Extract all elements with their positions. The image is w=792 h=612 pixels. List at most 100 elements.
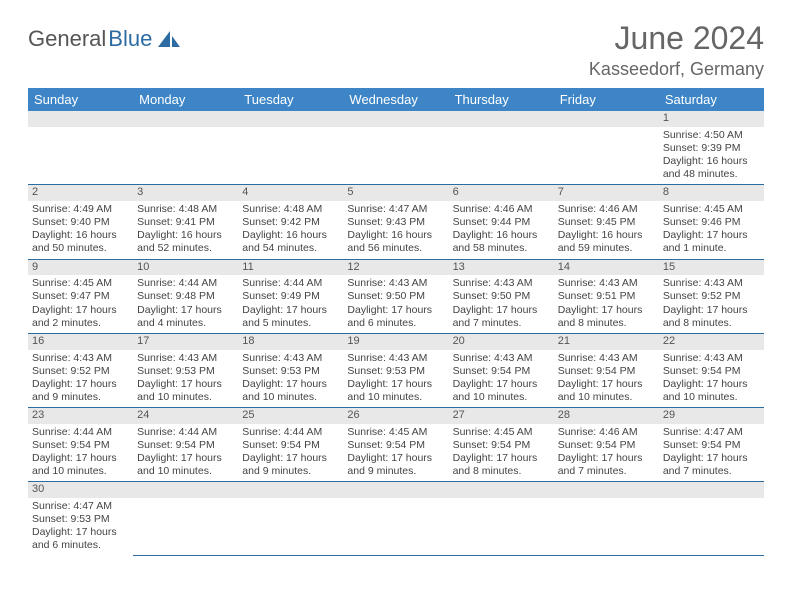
day-number: 23 — [28, 408, 133, 424]
day-body: Sunrise: 4:43 AMSunset: 9:54 PMDaylight:… — [449, 350, 554, 408]
daylight-text: Daylight: 17 hours and 7 minutes. — [558, 452, 655, 478]
sunset-text: Sunset: 9:44 PM — [453, 216, 550, 229]
title-block: June 2024 Kasseedorf, Germany — [589, 20, 764, 80]
daylight-text: Daylight: 17 hours and 10 minutes. — [453, 378, 550, 404]
day-body: Sunrise: 4:44 AMSunset: 9:54 PMDaylight:… — [28, 424, 133, 482]
sunset-text: Sunset: 9:52 PM — [663, 290, 760, 303]
calendar-table: SundayMondayTuesdayWednesdayThursdayFrid… — [28, 88, 764, 556]
sunrise-text: Sunrise: 4:43 AM — [242, 352, 339, 365]
calendar-cell: 10Sunrise: 4:44 AMSunset: 9:48 PMDayligh… — [133, 259, 238, 333]
day-body: Sunrise: 4:44 AMSunset: 9:49 PMDaylight:… — [238, 275, 343, 333]
daylight-text: Daylight: 17 hours and 7 minutes. — [663, 452, 760, 478]
daylight-text: Daylight: 17 hours and 9 minutes. — [242, 452, 339, 478]
day-body: Sunrise: 4:50 AMSunset: 9:39 PMDaylight:… — [659, 127, 764, 185]
day-number: 5 — [343, 185, 448, 201]
daylight-text: Daylight: 16 hours and 58 minutes. — [453, 229, 550, 255]
calendar-cell: 27Sunrise: 4:45 AMSunset: 9:54 PMDayligh… — [449, 408, 554, 482]
day-body: Sunrise: 4:45 AMSunset: 9:54 PMDaylight:… — [449, 424, 554, 482]
day-number: 9 — [28, 260, 133, 276]
calendar-cell: 9Sunrise: 4:45 AMSunset: 9:47 PMDaylight… — [28, 259, 133, 333]
sunset-text: Sunset: 9:40 PM — [32, 216, 129, 229]
sunset-text: Sunset: 9:46 PM — [663, 216, 760, 229]
day-body: Sunrise: 4:48 AMSunset: 9:42 PMDaylight:… — [238, 201, 343, 259]
calendar-cell: 26Sunrise: 4:45 AMSunset: 9:54 PMDayligh… — [343, 408, 448, 482]
day-body: Sunrise: 4:46 AMSunset: 9:44 PMDaylight:… — [449, 201, 554, 259]
day-body: Sunrise: 4:43 AMSunset: 9:54 PMDaylight:… — [659, 350, 764, 408]
day-number-empty — [449, 482, 554, 498]
sunrise-text: Sunrise: 4:48 AM — [137, 203, 234, 216]
location: Kasseedorf, Germany — [589, 59, 764, 80]
sunrise-text: Sunrise: 4:46 AM — [558, 203, 655, 216]
brand-part1: General — [28, 26, 106, 52]
day-number-empty — [133, 111, 238, 127]
month-title: June 2024 — [589, 20, 764, 57]
day-number: 28 — [554, 408, 659, 424]
sail-icon — [156, 29, 182, 49]
calendar-cell: 11Sunrise: 4:44 AMSunset: 9:49 PMDayligh… — [238, 259, 343, 333]
calendar-cell: 2Sunrise: 4:49 AMSunset: 9:40 PMDaylight… — [28, 185, 133, 259]
daylight-text: Daylight: 16 hours and 52 minutes. — [137, 229, 234, 255]
sunrise-text: Sunrise: 4:44 AM — [137, 426, 234, 439]
calendar-cell: 14Sunrise: 4:43 AMSunset: 9:51 PMDayligh… — [554, 259, 659, 333]
weekday-header: Monday — [133, 88, 238, 111]
day-body: Sunrise: 4:48 AMSunset: 9:41 PMDaylight:… — [133, 201, 238, 259]
sunset-text: Sunset: 9:54 PM — [242, 439, 339, 452]
day-number-empty — [28, 111, 133, 127]
day-body: Sunrise: 4:43 AMSunset: 9:52 PMDaylight:… — [28, 350, 133, 408]
day-number: 14 — [554, 260, 659, 276]
daylight-text: Daylight: 17 hours and 10 minutes. — [242, 378, 339, 404]
day-number: 1 — [659, 111, 764, 127]
calendar-cell: 22Sunrise: 4:43 AMSunset: 9:54 PMDayligh… — [659, 333, 764, 407]
daylight-text: Daylight: 17 hours and 7 minutes. — [453, 304, 550, 330]
calendar-cell: 16Sunrise: 4:43 AMSunset: 9:52 PMDayligh… — [28, 333, 133, 407]
daylight-text: Daylight: 16 hours and 48 minutes. — [663, 155, 760, 181]
sunrise-text: Sunrise: 4:50 AM — [663, 129, 760, 142]
sunrise-text: Sunrise: 4:46 AM — [453, 203, 550, 216]
sunset-text: Sunset: 9:54 PM — [558, 439, 655, 452]
calendar-cell: 23Sunrise: 4:44 AMSunset: 9:54 PMDayligh… — [28, 408, 133, 482]
weekday-header: Friday — [554, 88, 659, 111]
day-body: Sunrise: 4:43 AMSunset: 9:53 PMDaylight:… — [343, 350, 448, 408]
weekday-header: Sunday — [28, 88, 133, 111]
calendar-cell: 12Sunrise: 4:43 AMSunset: 9:50 PMDayligh… — [343, 259, 448, 333]
calendar-cell: 29Sunrise: 4:47 AMSunset: 9:54 PMDayligh… — [659, 408, 764, 482]
sunset-text: Sunset: 9:48 PM — [137, 290, 234, 303]
sunset-text: Sunset: 9:50 PM — [453, 290, 550, 303]
sunset-text: Sunset: 9:54 PM — [558, 365, 655, 378]
day-body: Sunrise: 4:43 AMSunset: 9:53 PMDaylight:… — [238, 350, 343, 408]
calendar-cell: 30Sunrise: 4:47 AMSunset: 9:53 PMDayligh… — [28, 482, 133, 556]
calendar-body: 1Sunrise: 4:50 AMSunset: 9:39 PMDaylight… — [28, 111, 764, 556]
day-body: Sunrise: 4:44 AMSunset: 9:54 PMDaylight:… — [238, 424, 343, 482]
day-number: 6 — [449, 185, 554, 201]
day-number-empty — [343, 111, 448, 127]
day-body: Sunrise: 4:45 AMSunset: 9:47 PMDaylight:… — [28, 275, 133, 333]
day-number: 4 — [238, 185, 343, 201]
calendar-cell — [449, 111, 554, 185]
day-number-empty — [449, 111, 554, 127]
daylight-text: Daylight: 17 hours and 9 minutes. — [347, 452, 444, 478]
calendar-cell: 13Sunrise: 4:43 AMSunset: 9:50 PMDayligh… — [449, 259, 554, 333]
day-number: 17 — [133, 334, 238, 350]
calendar-cell: 21Sunrise: 4:43 AMSunset: 9:54 PMDayligh… — [554, 333, 659, 407]
calendar-cell — [449, 482, 554, 556]
sunrise-text: Sunrise: 4:43 AM — [32, 352, 129, 365]
day-number: 15 — [659, 260, 764, 276]
day-number: 20 — [449, 334, 554, 350]
sunset-text: Sunset: 9:47 PM — [32, 290, 129, 303]
day-body: Sunrise: 4:45 AMSunset: 9:54 PMDaylight:… — [343, 424, 448, 482]
day-number-empty — [659, 482, 764, 498]
sunrise-text: Sunrise: 4:45 AM — [347, 426, 444, 439]
sunrise-text: Sunrise: 4:47 AM — [347, 203, 444, 216]
daylight-text: Daylight: 17 hours and 4 minutes. — [137, 304, 234, 330]
sunrise-text: Sunrise: 4:43 AM — [663, 352, 760, 365]
sunset-text: Sunset: 9:49 PM — [242, 290, 339, 303]
day-number: 30 — [28, 482, 133, 498]
sunrise-text: Sunrise: 4:44 AM — [137, 277, 234, 290]
calendar-cell — [238, 482, 343, 556]
sunrise-text: Sunrise: 4:43 AM — [347, 277, 444, 290]
sunrise-text: Sunrise: 4:44 AM — [242, 277, 339, 290]
sunset-text: Sunset: 9:51 PM — [558, 290, 655, 303]
daylight-text: Daylight: 16 hours and 54 minutes. — [242, 229, 339, 255]
sunrise-text: Sunrise: 4:44 AM — [32, 426, 129, 439]
sunset-text: Sunset: 9:54 PM — [663, 365, 760, 378]
